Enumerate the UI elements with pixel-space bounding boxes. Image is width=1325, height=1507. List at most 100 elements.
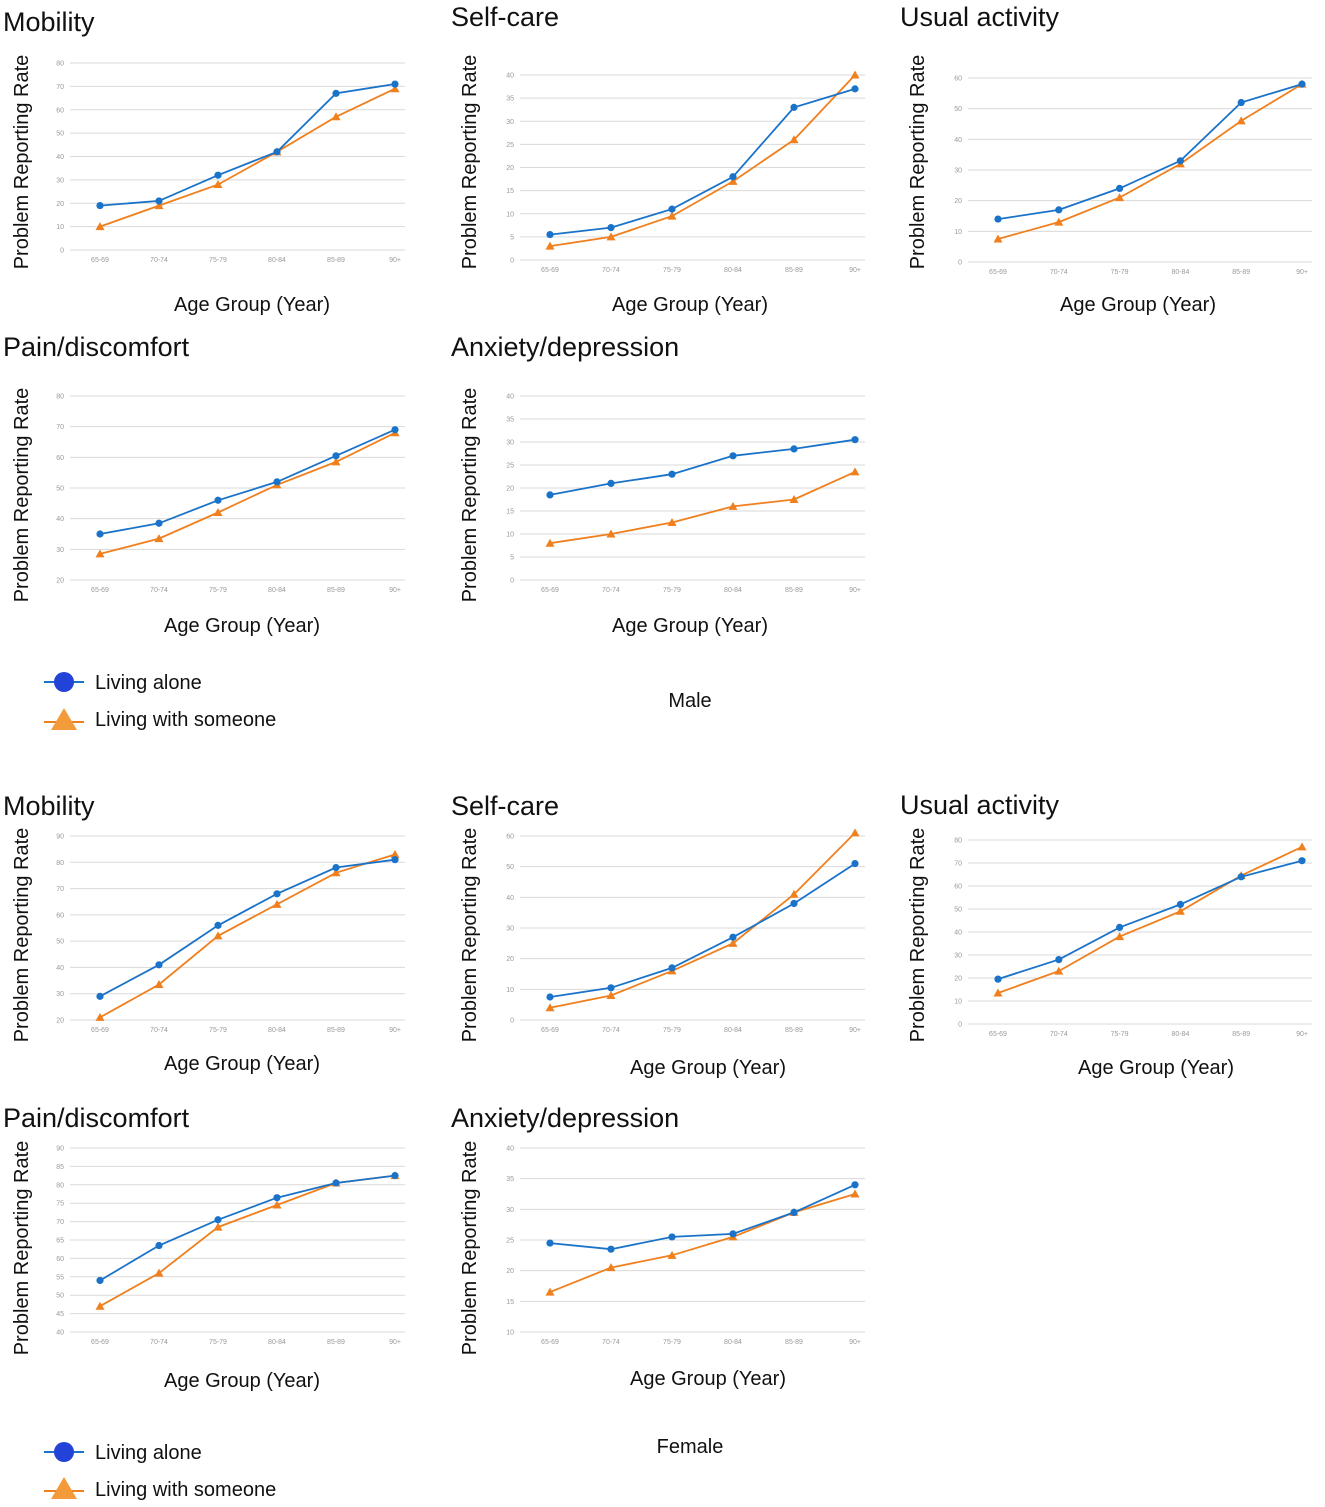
chart-female-self-care: Self-care 0 10 20 30 40 50 60 65-69 70-74 75-79 80-…	[451, 791, 865, 1079]
data-point-living-alone	[668, 964, 676, 972]
data-point-living-alone	[546, 230, 554, 239]
x-tick-label: 80-84	[724, 1339, 742, 1346]
y-tick-label: 80	[56, 61, 64, 68]
x-tick-label: 90+	[849, 1027, 861, 1034]
x-tick-label: 65-69	[541, 587, 559, 594]
y-axis-label: Problem Reporting Rate	[907, 55, 929, 270]
data-point-living-with-someone	[1115, 932, 1125, 941]
x-tick-label: 65-69	[91, 587, 109, 594]
y-axis-label: Problem Reporting Rate	[459, 55, 481, 270]
y-tick-label: 10	[506, 987, 514, 994]
series-line-living-with-someone	[99, 853, 396, 1019]
data-point-living-with-someone	[1054, 966, 1064, 975]
y-tick-label: 20	[56, 1018, 64, 1025]
x-tick-label: 70-74	[602, 1027, 620, 1034]
y-tick-label: 10	[506, 211, 514, 218]
x-tick-label: 70-74	[150, 257, 168, 264]
y-tick-label: 80	[56, 394, 64, 401]
y-tick-label: 35	[506, 96, 514, 103]
x-axis-label: Age Group (Year)	[164, 615, 320, 637]
chart-male-anxiety-depression: Anxiety/depression 0 5 10 15 20 25 30 35 40 65-69 7…	[451, 332, 865, 637]
y-tick-label: 25	[506, 1238, 514, 1245]
x-tick-label: 80-84	[268, 587, 286, 594]
y-tick-label: 50	[56, 1293, 64, 1300]
data-point-living-with-someone	[606, 232, 616, 241]
y-tick-label: 80	[56, 1182, 64, 1189]
x-tick-label: 65-69	[91, 257, 109, 264]
series-line-living-with-someone	[99, 1174, 396, 1307]
y-tick-label: 35	[506, 1176, 514, 1183]
x-tick-label: 65-69	[91, 1027, 109, 1034]
y-tick-label: 20	[56, 578, 64, 585]
x-tick-label: 90+	[849, 267, 861, 274]
y-tick-label: 50	[954, 106, 962, 113]
y-tick-label: 80	[56, 860, 64, 867]
x-tick-label: 80-84	[268, 1339, 286, 1346]
x-tick-label: 85-89	[327, 257, 345, 264]
data-point-living-with-someone	[272, 899, 282, 908]
data-point-living-alone	[391, 1172, 399, 1180]
series-line-living-alone	[549, 438, 856, 496]
data-point-living-with-someone	[850, 1189, 860, 1198]
data-point-living-with-someone	[1297, 842, 1307, 851]
data-point-living-alone	[851, 85, 859, 93]
data-point-living-alone	[214, 1216, 222, 1224]
data-point-living-alone	[214, 171, 222, 179]
y-tick-label: 90	[56, 1146, 64, 1153]
y-axis-label: Problem Reporting Rate	[907, 828, 929, 1043]
legend-male: Living alone Living with someone	[44, 672, 276, 731]
data-point-living-alone	[96, 201, 104, 210]
x-tick-label: 65-69	[541, 267, 559, 274]
y-tick-label: 5	[510, 234, 514, 241]
data-point-living-with-someone	[1236, 116, 1246, 125]
y-tick-label: 20	[506, 165, 514, 172]
chart-title: Usual activity	[900, 2, 1060, 32]
x-tick-label: 75-79	[1111, 269, 1129, 276]
y-tick-label: 30	[954, 953, 962, 960]
x-tick-label: 85-89	[327, 587, 345, 594]
y-tick-label: 40	[506, 73, 514, 80]
data-point-living-with-someone	[728, 938, 738, 947]
data-point-living-with-someone	[95, 222, 105, 231]
data-point-living-alone	[668, 470, 676, 478]
group-caption-female: Female	[657, 1436, 724, 1458]
data-point-living-alone	[214, 496, 222, 504]
data-point-living-with-someone	[545, 1287, 555, 1296]
x-tick-label: 75-79	[209, 1027, 227, 1034]
data-point-living-with-someone	[667, 518, 677, 526]
data-point-living-alone	[273, 478, 281, 486]
data-point-living-alone	[607, 479, 615, 487]
y-tick-label: 65	[56, 1238, 64, 1245]
data-point-living-alone	[1237, 98, 1245, 107]
legend-female: Living alone Living with someone	[44, 1442, 276, 1501]
y-tick-label: 20	[506, 486, 514, 493]
data-point-living-with-someone	[154, 1268, 164, 1277]
series-line-living-alone	[549, 88, 856, 236]
y-tick-label: 70	[56, 886, 64, 893]
y-axis-label: Problem Reporting Rate	[11, 1141, 33, 1356]
y-axis-label: Problem Reporting Rate	[459, 1141, 481, 1356]
data-point-living-with-someone	[1054, 217, 1064, 226]
series-line-living-with-someone	[549, 1193, 856, 1293]
data-point-living-alone	[391, 426, 399, 434]
x-tick-label: 75-79	[209, 587, 227, 594]
y-tick-label: 50	[506, 864, 514, 871]
data-point-living-alone	[332, 863, 340, 872]
chart-male-pain-discomfort: Pain/discomfort 20 30 40 50 60 70 80 65-69 70-74 7…	[3, 332, 405, 637]
x-tick-label: 80-84	[724, 267, 742, 274]
x-axis-label: Age Group (Year)	[612, 294, 768, 316]
x-tick-label: 75-79	[663, 1339, 681, 1346]
y-tick-label: 70	[56, 84, 64, 91]
legend-marker-living-with-someone	[51, 708, 77, 730]
x-tick-label: 75-79	[663, 587, 681, 594]
data-point-living-with-someone	[95, 549, 105, 558]
y-tick-label: 60	[954, 884, 962, 891]
data-point-living-alone	[851, 1181, 859, 1189]
data-point-living-with-someone	[154, 201, 164, 210]
x-tick-label: 85-89	[1232, 1031, 1250, 1038]
data-point-living-with-someone	[1175, 906, 1185, 915]
y-tick-label: 30	[506, 1207, 514, 1214]
chart-female-mobility: Mobility 20 30 40 50 60 70 80 90 65-69 70-74 75-79 8…	[3, 791, 405, 1075]
data-point-living-with-someone	[789, 135, 799, 144]
